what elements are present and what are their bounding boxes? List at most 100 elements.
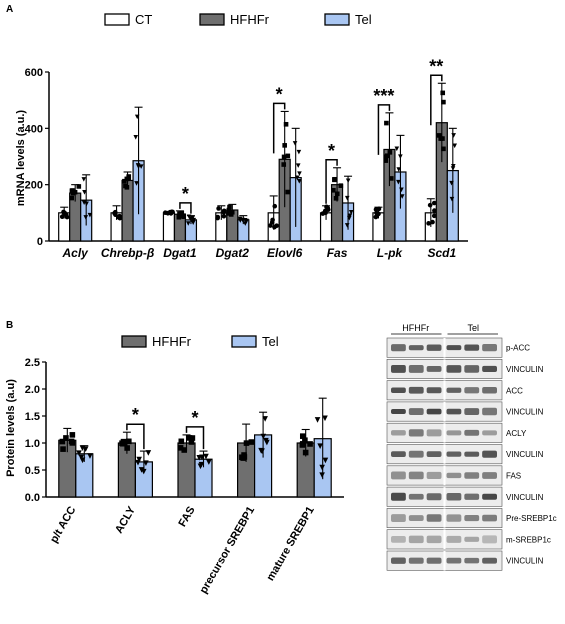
blot-band <box>482 344 497 352</box>
x-tick-label: L-pk <box>377 246 404 260</box>
significance-star: *** <box>373 86 394 106</box>
data-point <box>83 215 89 220</box>
data-point <box>376 211 381 217</box>
blot-band <box>426 408 442 415</box>
data-point <box>248 439 255 445</box>
data-point <box>314 417 321 423</box>
blot-band <box>408 408 424 415</box>
significance-bracket <box>325 159 338 204</box>
blot-band <box>426 535 442 544</box>
y-axis-label-a: mRNA levels (a.u.) <box>15 110 27 207</box>
blot-band <box>446 557 462 564</box>
x-tick-label: Acly <box>62 246 90 260</box>
data-point <box>122 178 127 184</box>
blot-row-label: FAS <box>506 471 521 480</box>
blot-band <box>426 451 442 458</box>
data-point <box>79 457 86 464</box>
y-axis-label-b: Protein levels (a.u) <box>5 379 17 477</box>
data-point <box>134 181 139 186</box>
blot-band <box>482 514 497 522</box>
data-point <box>347 213 353 219</box>
data-point <box>226 207 232 213</box>
data-point <box>112 210 117 216</box>
blot-band <box>426 471 442 480</box>
data-point <box>383 158 389 163</box>
data-point <box>177 445 184 451</box>
data-point <box>76 184 82 189</box>
x-tick-label: p/t ACC <box>48 504 78 545</box>
legend-b: HFHFr Tel <box>121 334 279 349</box>
blot-band <box>482 430 497 436</box>
legend-swatch-ct <box>104 13 130 26</box>
data-point <box>294 175 300 181</box>
data-point <box>124 445 130 451</box>
data-point <box>398 154 403 159</box>
data-point <box>451 133 456 138</box>
data-point <box>399 187 404 193</box>
data-point <box>449 180 454 186</box>
y-tick-label: 600 <box>25 67 43 79</box>
blot-band <box>446 451 462 457</box>
blot-band <box>391 536 406 543</box>
blot-band <box>446 535 462 543</box>
significance-a: ******** <box>179 56 443 214</box>
blot-band <box>408 535 424 544</box>
blot-band <box>464 493 480 500</box>
blot-band <box>446 472 462 479</box>
blot-band <box>464 408 480 416</box>
data-point <box>178 438 185 445</box>
blot-band <box>391 557 406 564</box>
y-tick-label: 2.5 <box>25 357 40 369</box>
significance-star: * <box>276 84 283 104</box>
data-point <box>244 218 249 224</box>
data-point <box>243 440 250 446</box>
legend-a: CT HFHFr Tel <box>104 12 372 27</box>
bar-ct <box>162 212 176 242</box>
blot-band <box>408 557 424 564</box>
data-point <box>325 205 331 211</box>
y-tick-label: 2.0 <box>25 384 40 396</box>
data-point <box>263 437 269 444</box>
x-tick-label: precursor SREBP1 <box>198 505 258 596</box>
data-point <box>302 437 308 443</box>
data-point <box>176 214 182 220</box>
data-point <box>177 211 182 217</box>
blot-row-label: Pre-SREBP1c <box>506 514 557 523</box>
legend-swatch-tel <box>324 13 350 26</box>
blot-group-label: HFHFr <box>402 323 429 333</box>
data-point <box>135 163 141 168</box>
blot-band <box>408 429 424 437</box>
data-point <box>281 162 287 167</box>
blot-band <box>408 386 424 394</box>
y-tick-label: 0.5 <box>25 465 40 477</box>
legend-label-hfhfr: HFHFr <box>152 334 192 349</box>
data-point <box>61 209 66 215</box>
y-tick-label: 0.0 <box>25 492 40 504</box>
chart-a: CT HFHFr Tel mRNA levels (a.u.) 0 200 400 600… <box>15 12 468 260</box>
data-point <box>221 210 227 215</box>
panel-b-label: B <box>6 320 13 331</box>
data-point <box>69 432 76 438</box>
blot-band <box>482 493 497 500</box>
blot-band <box>426 344 442 351</box>
data-point <box>452 143 457 149</box>
data-point <box>272 203 278 209</box>
data-point <box>334 191 340 197</box>
data-point <box>59 438 66 445</box>
data-point <box>427 202 433 208</box>
data-point <box>190 216 195 221</box>
data-point <box>72 189 78 195</box>
data-point <box>126 438 132 445</box>
blot-band <box>482 472 497 479</box>
data-point <box>282 143 287 148</box>
blot-row-label: VINCULIN <box>506 408 544 417</box>
blot-band <box>446 430 462 436</box>
data-point <box>76 450 82 457</box>
data-point <box>203 453 209 460</box>
x-tick-label: FAS <box>177 505 198 530</box>
blot-band <box>482 450 497 458</box>
data-point <box>323 210 328 216</box>
blot-band <box>391 451 406 457</box>
data-point <box>165 210 171 216</box>
data-point <box>292 141 298 146</box>
